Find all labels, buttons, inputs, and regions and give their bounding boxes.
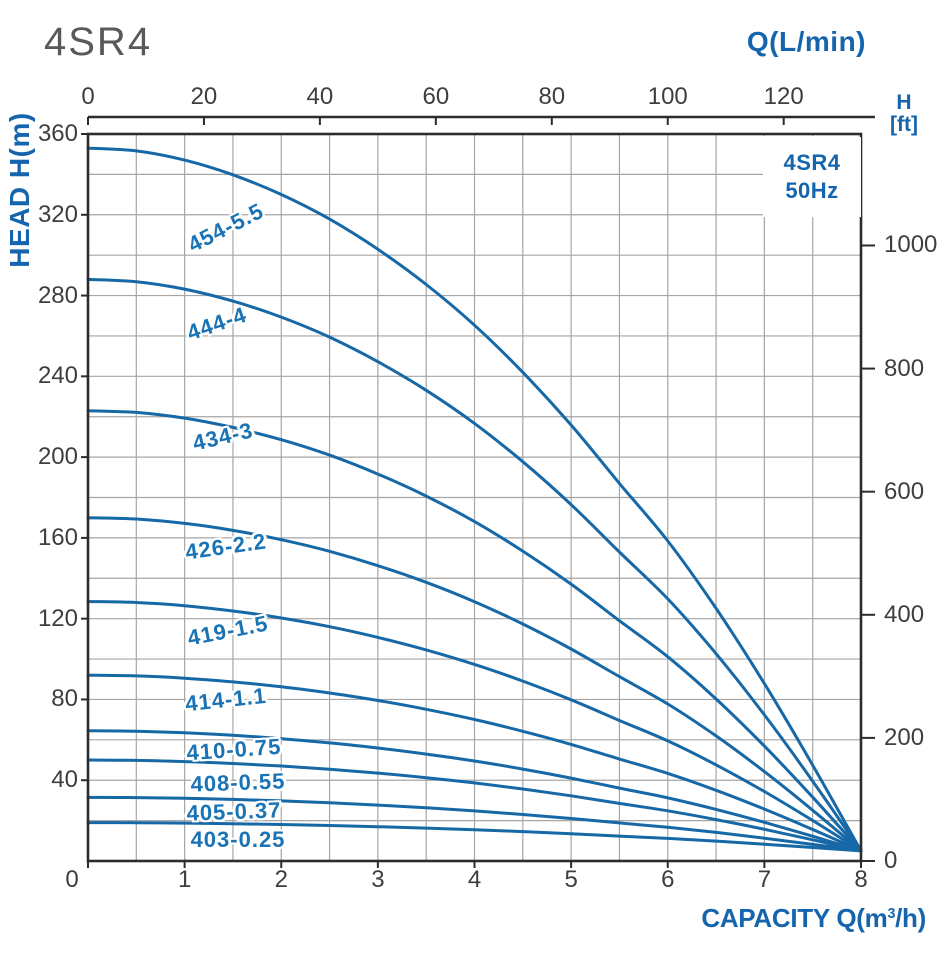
right-tick-label: 400 xyxy=(884,600,925,628)
pump-curve-419-1.5 xyxy=(86,600,863,853)
left-tick-label: 360 xyxy=(37,120,78,147)
pump-curve-410-0.75 xyxy=(86,729,863,853)
top-tick-label: 0 xyxy=(81,83,95,110)
left-axis-title: HEAD H(m) xyxy=(4,112,35,268)
pump-curve-444-4 xyxy=(86,277,863,853)
bottom-tick-label: 2 xyxy=(274,866,288,893)
bottom-tick-label: 4 xyxy=(467,866,482,893)
left-tick-label: 280 xyxy=(37,281,78,309)
page-title: 4SR4 xyxy=(44,20,153,64)
left-tick-label: 160 xyxy=(37,523,78,551)
pump-curve-408-0.55 xyxy=(86,758,863,853)
right-tick-label: 200 xyxy=(884,723,925,751)
top-tick-label: 100 xyxy=(647,83,688,110)
curve-label-405-0.37: 405-0.37 xyxy=(186,797,282,826)
pump-curve-403-0.25 xyxy=(86,821,863,853)
legend-line2: 50Hz xyxy=(785,178,839,203)
pump-curve-426-2.2 xyxy=(86,516,863,853)
pump-curve-434-3 xyxy=(86,409,863,853)
top-tick-label: 40 xyxy=(306,83,334,110)
legend-box: 4SR4 50Hz xyxy=(763,137,861,217)
pump-curve-414-1.1 xyxy=(86,673,863,853)
pump-curve-405-0.37 xyxy=(86,795,863,853)
legend-line1: 4SR4 xyxy=(783,150,841,175)
top-tick-label: 120 xyxy=(763,83,804,110)
top-tick-label: 60 xyxy=(422,83,450,110)
bottom-axis-title-pre: CAPACITY Q(m xyxy=(701,903,888,933)
right-tick-label: 0 xyxy=(884,847,898,874)
bottom-tick-label: 5 xyxy=(564,866,578,893)
right-tick-label: 800 xyxy=(884,354,925,382)
right-tick-label: 1000 xyxy=(884,231,938,259)
bottom-tick-label: 1 xyxy=(177,866,192,893)
right-axis-title-line1: H xyxy=(896,91,912,114)
bottom-axis-title: CAPACITY Q(m3/h) xyxy=(701,903,926,934)
curve-label-403-0.25: 403-0.25 xyxy=(190,827,286,852)
bottom-tick-label: 0 xyxy=(65,866,79,893)
curve-label-408-0.55: 408-0.55 xyxy=(190,768,286,797)
bottom-tick-label: 6 xyxy=(661,866,675,893)
bottom-axis-title-sup: 3 xyxy=(887,906,896,922)
bottom-tick-label: 8 xyxy=(854,866,868,893)
bottom-tick-label: 3 xyxy=(371,866,385,893)
right-axis-title-line2: [ft] xyxy=(890,113,918,136)
right-tick-label: 600 xyxy=(884,477,925,505)
bottom-axis-title-post: /h) xyxy=(895,903,926,933)
left-tick-label: 120 xyxy=(37,604,78,632)
left-tick-label: 240 xyxy=(37,362,78,390)
pump-curve-454-5.5 xyxy=(86,146,863,853)
top-tick-label: 80 xyxy=(538,83,566,110)
top-axis-title: Q(L/min) xyxy=(746,26,866,57)
left-tick-label: 200 xyxy=(37,443,78,471)
bottom-tick-label: 7 xyxy=(757,866,772,893)
left-tick-label: 320 xyxy=(37,200,78,228)
right-axis-title: H [ft] xyxy=(880,92,928,136)
left-tick-label: 40 xyxy=(51,766,78,794)
left-tick-label: 80 xyxy=(51,685,78,713)
top-tick-label: 20 xyxy=(190,83,218,110)
